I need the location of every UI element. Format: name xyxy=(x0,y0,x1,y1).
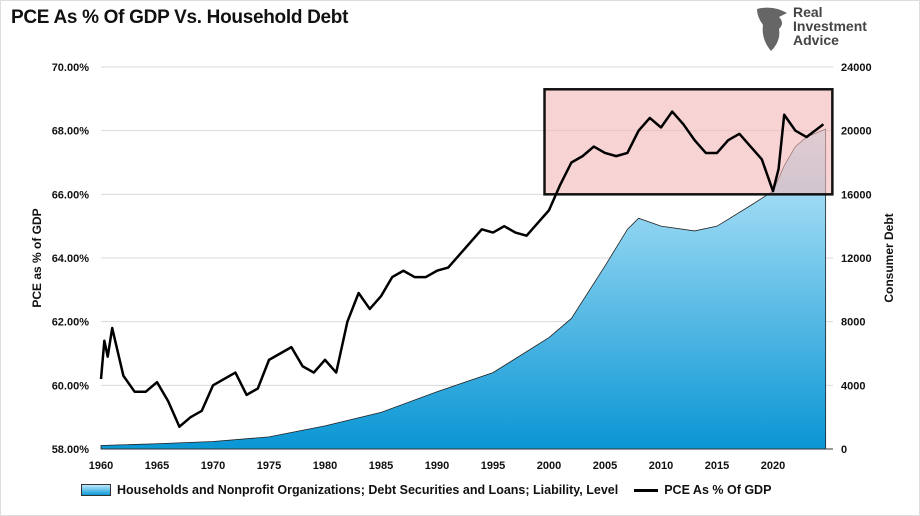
x-tick: 1990 xyxy=(425,460,449,472)
pce-line xyxy=(99,110,825,428)
x-tick: 1970 xyxy=(201,460,225,472)
x-tick: 1975 xyxy=(257,460,281,472)
y-tick-left: 64.00% xyxy=(52,253,90,265)
x-tick: 1965 xyxy=(145,460,169,472)
y-tick-right: 16000 xyxy=(841,189,872,201)
legend: Households and Nonprofit Organizations; … xyxy=(81,483,771,497)
x-tick: 1985 xyxy=(369,460,393,472)
legend-label-pce: PCE As % Of GDP xyxy=(664,483,772,497)
x-tick: 2020 xyxy=(761,460,785,472)
y-tick-left: 60.00% xyxy=(52,380,90,392)
x-tick: 2005 xyxy=(593,460,617,472)
x-tick: 2000 xyxy=(537,460,561,472)
x-tick: 1980 xyxy=(313,460,337,472)
x-tick: 1995 xyxy=(481,460,505,472)
highlight-box xyxy=(543,88,834,196)
y-tick-right: 12000 xyxy=(841,253,872,265)
y-tick-left: 62.00% xyxy=(52,317,90,329)
eagle-icon xyxy=(757,7,787,51)
y-tick-right: 0 xyxy=(841,444,847,456)
y-axis-label-right: Consumer Debt xyxy=(882,213,896,302)
y-tick-right: 24000 xyxy=(841,62,872,74)
y-tick-left: 58.00% xyxy=(52,444,90,456)
y-tick-right: 20000 xyxy=(841,126,872,138)
chart-title: PCE As % Of GDP Vs. Household Debt xyxy=(11,7,349,28)
x-tick: 2010 xyxy=(649,460,673,472)
y-tick-left: 66.00% xyxy=(52,189,90,201)
y-axis-label-left: PCE as % of GDP xyxy=(30,208,44,307)
x-tick: 1960 xyxy=(89,460,113,472)
y-tick-left: 70.00% xyxy=(52,62,90,74)
x-tick: 2015 xyxy=(705,460,729,472)
y-tick-right: 4000 xyxy=(841,380,865,392)
real-investment-advice-logo: Real Investment Advice xyxy=(753,5,903,53)
legend-swatch-debt xyxy=(81,484,111,496)
legend-swatch-pce xyxy=(634,488,659,492)
y-tick-left: 68.00% xyxy=(52,126,90,138)
legend-label-debt: Households and Nonprofit Organizations; … xyxy=(117,483,619,497)
y-tick-right: 8000 xyxy=(841,317,865,329)
